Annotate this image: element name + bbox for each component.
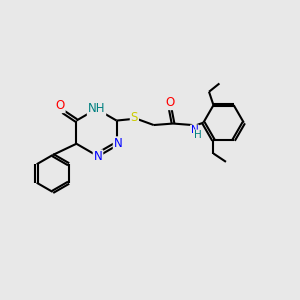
Text: O: O	[166, 96, 175, 109]
Text: NH: NH	[88, 103, 105, 116]
Text: N: N	[191, 125, 199, 135]
Text: N: N	[114, 137, 122, 150]
Text: H: H	[194, 130, 202, 140]
Text: O: O	[56, 99, 65, 112]
Text: N: N	[94, 150, 102, 163]
Text: S: S	[131, 111, 138, 124]
